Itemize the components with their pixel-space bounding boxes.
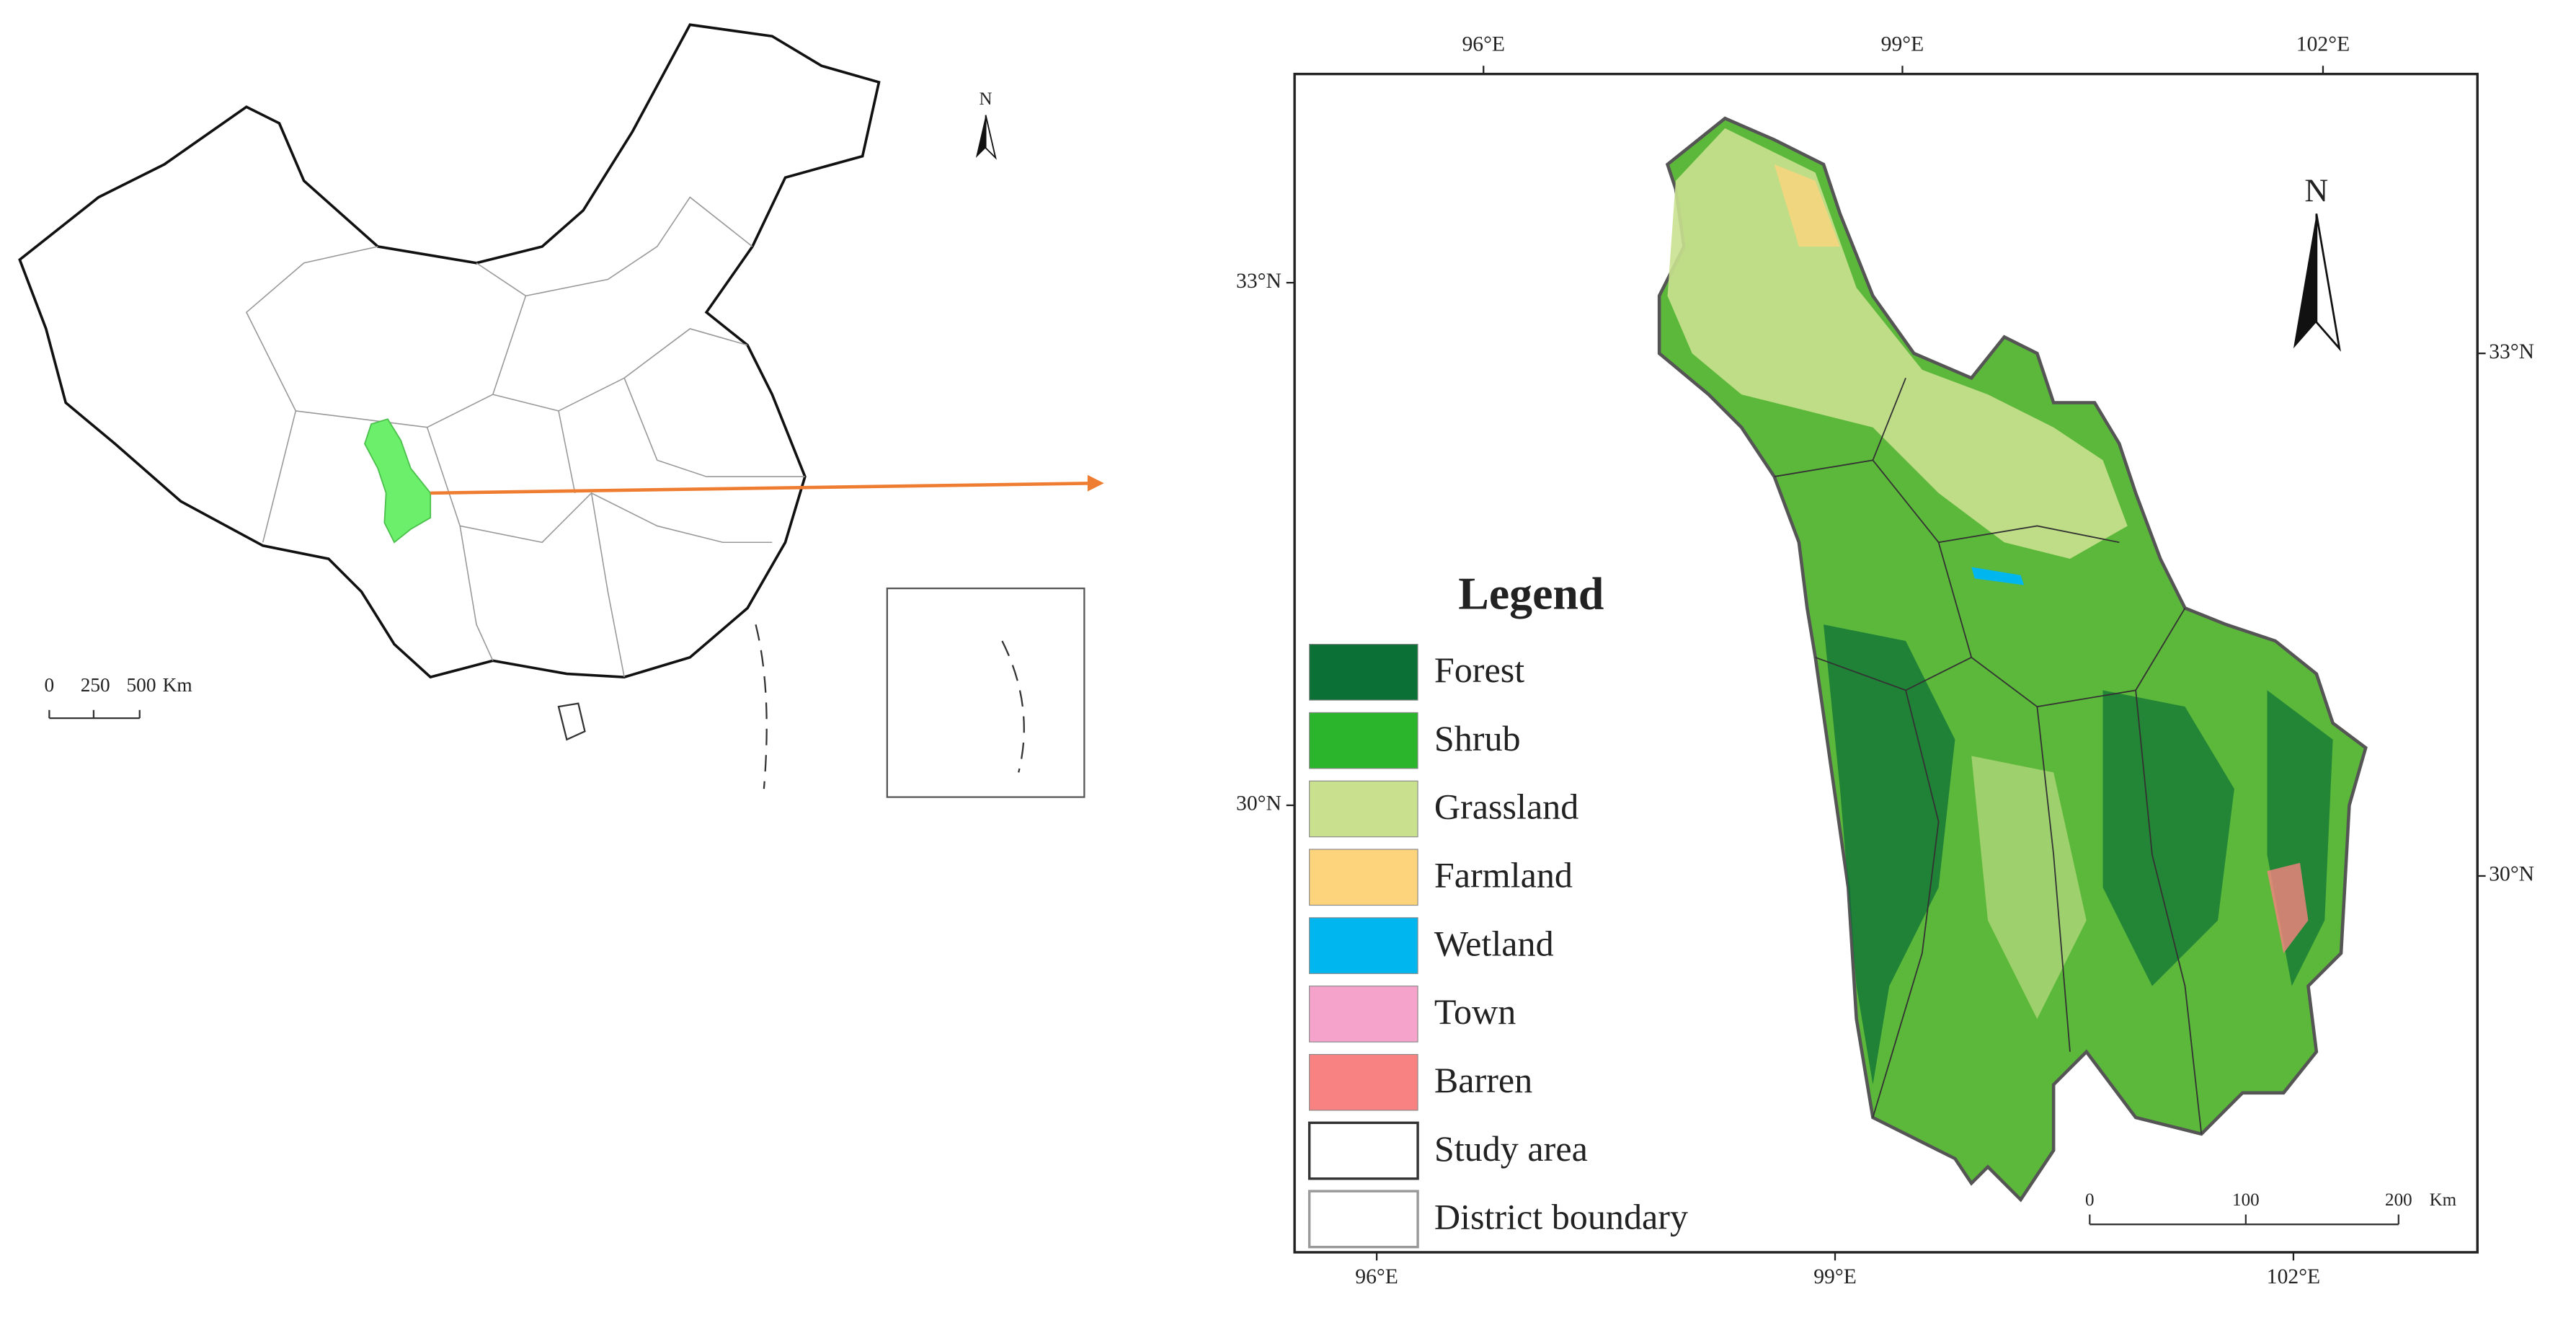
legend-swatch xyxy=(1309,986,1418,1043)
north-label: N xyxy=(2304,172,2328,208)
lon-label: 102°E xyxy=(2267,1265,2320,1288)
legend-label: Wetland xyxy=(1434,923,1554,963)
scale-label: 250 xyxy=(81,674,110,696)
north-label: N xyxy=(980,89,992,109)
legend-label: Town xyxy=(1434,991,1516,1032)
inset-frame xyxy=(886,587,1085,798)
legend-label: Farmland xyxy=(1434,855,1573,895)
china-map xyxy=(18,23,1104,798)
lat-label: 30°N xyxy=(1236,792,1282,815)
north-arrow xyxy=(2293,213,2317,349)
legend-label: Barren xyxy=(1434,1060,1532,1100)
north-arrow xyxy=(2315,213,2341,352)
legend-label: Grassland xyxy=(1434,787,1578,827)
province-lines xyxy=(245,196,805,678)
north-arrow xyxy=(985,115,997,160)
legend-swatch xyxy=(1309,849,1418,906)
scale-bar xyxy=(48,709,141,720)
lon-label: 96°E xyxy=(1355,1265,1398,1288)
pointer-arrowhead xyxy=(1087,474,1104,492)
legend-label: District boundary xyxy=(1434,1197,1688,1237)
scale-label: 100 xyxy=(2232,1190,2260,1210)
legend-swatch xyxy=(1309,712,1418,769)
legend-swatch xyxy=(1307,1121,1419,1180)
lat-label: 30°N xyxy=(2489,863,2534,886)
scale-label: 0 xyxy=(45,674,55,696)
legend-label: Study area xyxy=(1434,1128,1588,1169)
lat-label: 33°N xyxy=(2489,340,2534,363)
scale-bar xyxy=(2089,1214,2399,1226)
legend-swatch xyxy=(1309,917,1418,974)
scale-label: Km xyxy=(2430,1190,2457,1210)
lat-label: 33°N xyxy=(1236,270,1282,293)
sea-lines xyxy=(755,624,1025,789)
study-area-map xyxy=(1657,116,2399,1226)
legend-label: Forest xyxy=(1434,650,1524,690)
lon-label: 99°E xyxy=(1881,33,1924,56)
north-arrow xyxy=(975,115,986,158)
legend-title: Legend xyxy=(1458,567,1604,619)
scale-label: Km xyxy=(163,674,192,696)
study-area-location xyxy=(364,418,432,544)
scale-label: 500 xyxy=(127,674,156,696)
pointer-arrow xyxy=(430,481,1098,495)
lon-label: 102°E xyxy=(2296,33,2350,56)
lon-label: 96°E xyxy=(1462,33,1505,56)
hainan xyxy=(557,702,586,741)
district-boundaries xyxy=(1774,377,2203,1134)
lon-label: 99°E xyxy=(1813,1265,1857,1288)
legend-swatch xyxy=(1309,780,1418,838)
legend-swatch xyxy=(1309,1053,1418,1111)
legend-label: Shrub xyxy=(1434,718,1521,758)
china-outline xyxy=(18,23,881,679)
scale-label: 200 xyxy=(2385,1190,2412,1210)
legend-swatch xyxy=(1309,643,1418,701)
legend-swatch xyxy=(1307,1190,1419,1249)
scale-label: 0 xyxy=(2085,1190,2095,1210)
